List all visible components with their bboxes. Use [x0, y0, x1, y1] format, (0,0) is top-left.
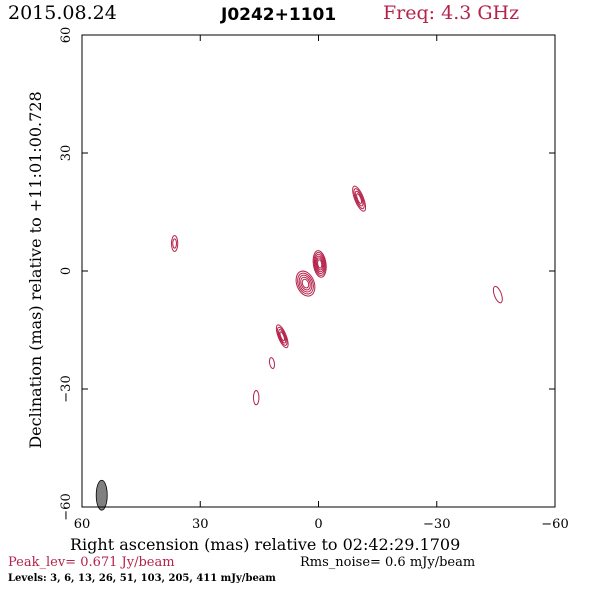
- x-tick-label: 60: [74, 517, 91, 532]
- contour-level: [492, 285, 503, 304]
- contour-level: [277, 326, 288, 346]
- x-axis-label: Right ascension (mas) relative to 02:42:…: [70, 535, 461, 554]
- contour-level: [313, 251, 326, 276]
- peak-level: Peak_lev= 0.671 Jy/beam: [8, 555, 175, 570]
- y-tick-label: −60: [59, 493, 74, 520]
- y-tick-label: 30: [59, 145, 74, 162]
- source-name: J0242+1101: [221, 5, 337, 25]
- component-knot-s1: [268, 357, 276, 369]
- component-jet-ne: [352, 185, 367, 212]
- contour-level: [275, 324, 289, 349]
- component-jet-sw: [275, 324, 289, 349]
- component-knot-s2: [252, 390, 260, 406]
- contour-level: [354, 190, 364, 207]
- contour-level: [278, 329, 287, 344]
- x-tick-label: 30: [192, 517, 209, 532]
- contour-layer: [95, 185, 503, 511]
- contour-level: [300, 276, 311, 291]
- contour-level: [297, 272, 314, 295]
- contour-level: [352, 185, 367, 212]
- y-axis-label: Declination (mas) relative to +11:01:00.…: [26, 91, 45, 448]
- contour-level: [279, 331, 285, 342]
- contour-level: [353, 188, 365, 210]
- x-tick-label: −30: [423, 517, 450, 532]
- contour-level: [356, 193, 363, 204]
- contour-level: [268, 357, 276, 369]
- component-core: [312, 250, 327, 278]
- y-tick-label: 60: [59, 27, 74, 44]
- contour-level: [295, 270, 316, 297]
- y-tick-label: −30: [59, 375, 74, 402]
- contour-level: [316, 257, 324, 271]
- component-knot-east: [170, 235, 179, 252]
- contour-level: [317, 259, 323, 269]
- contour-level: [252, 390, 260, 406]
- contour-level: [314, 253, 325, 275]
- contour-level: [170, 235, 179, 252]
- axis-ticks: 60 30 0 −30 −60 −60 −30 0 30 60: [59, 27, 569, 532]
- beam-ellipse: [95, 479, 108, 511]
- x-tick-label: −60: [541, 517, 568, 532]
- contour-level: [172, 238, 177, 249]
- component-core-east: [295, 270, 316, 297]
- contour-level: [298, 274, 313, 293]
- contour-levels: Levels: 3, 6, 13, 26, 51, 103, 205, 411 …: [8, 573, 276, 584]
- y-tick-label: 0: [59, 267, 74, 275]
- frequency-label: Freq: 4.3 GHz: [383, 2, 520, 24]
- component-knot-west: [492, 285, 503, 304]
- rms-noise: Rms_noise= 0.6 mJy/beam: [300, 555, 476, 570]
- observation-date: 2015.08.24: [8, 2, 117, 24]
- x-tick-label: 0: [314, 517, 322, 532]
- contour-level: [301, 278, 310, 289]
- contour-level: [312, 250, 327, 278]
- contour-level: [315, 255, 325, 273]
